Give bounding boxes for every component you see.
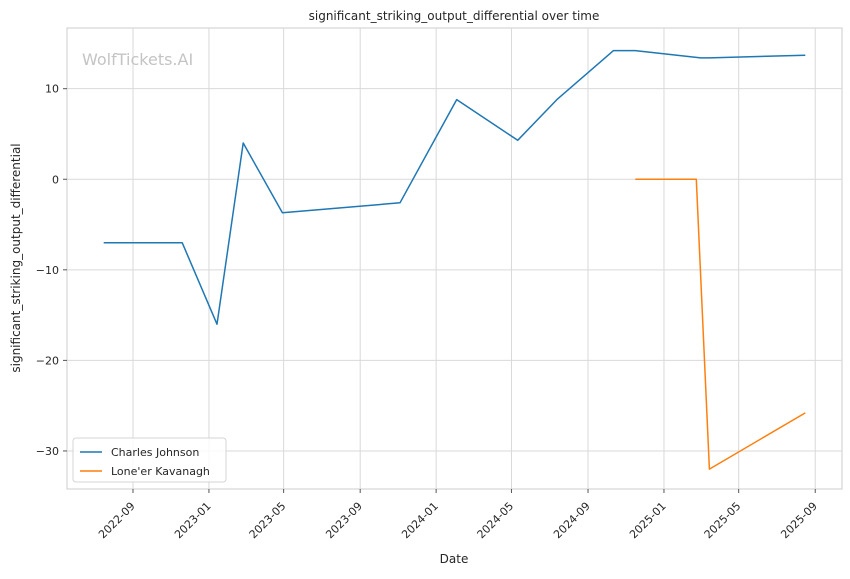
x-tick-label: 2024-05 — [475, 500, 517, 542]
y-tick-label: 0 — [52, 173, 59, 186]
plot-area — [66, 27, 843, 490]
y-axis-label: significant_striking_output_differential — [9, 143, 23, 372]
y-tick-label: −20 — [36, 354, 59, 367]
legend-label-loneer-kavanagh: Lone'er Kavanagh — [111, 465, 210, 478]
x-axis-ticks: 2022-09 2023-01 2023-05 2023-09 2024-01 2024-… — [96, 489, 820, 541]
x-tick-label: 2024-01 — [399, 500, 441, 542]
y-tick-label: −30 — [36, 445, 59, 458]
chart-title: significant_striking_output_differential… — [309, 9, 600, 23]
x-axis-label: Date — [440, 552, 469, 566]
series-line-lone-er-kavanagh — [635, 178, 806, 470]
grid — [67, 28, 842, 489]
legend-label-charles-johnson: Charles Johnson — [111, 446, 199, 459]
y-tick-label: 10 — [45, 83, 59, 96]
x-tick-label: 2023-09 — [323, 500, 365, 542]
series-line-charles-johnson — [103, 49, 806, 325]
x-tick-label: 2023-05 — [247, 500, 289, 542]
x-tick-label: 2023-01 — [172, 500, 214, 542]
x-tick-label: 2025-05 — [702, 500, 744, 542]
legend-box — [72, 437, 227, 483]
series-lines — [103, 49, 806, 470]
x-tick-label: 2022-09 — [96, 500, 138, 542]
x-tick-label: 2025-01 — [627, 500, 669, 542]
y-axis-ticks: 10 0 −10 −20 −30 — [36, 83, 67, 458]
legend: Charles Johnson Lone'er Kavanagh — [72, 437, 227, 483]
watermark: WolfTickets.AI — [82, 50, 193, 69]
x-tick-label: 2024-09 — [551, 500, 593, 542]
x-tick-label: 2025-09 — [778, 500, 820, 542]
y-tick-label: −10 — [36, 264, 59, 277]
